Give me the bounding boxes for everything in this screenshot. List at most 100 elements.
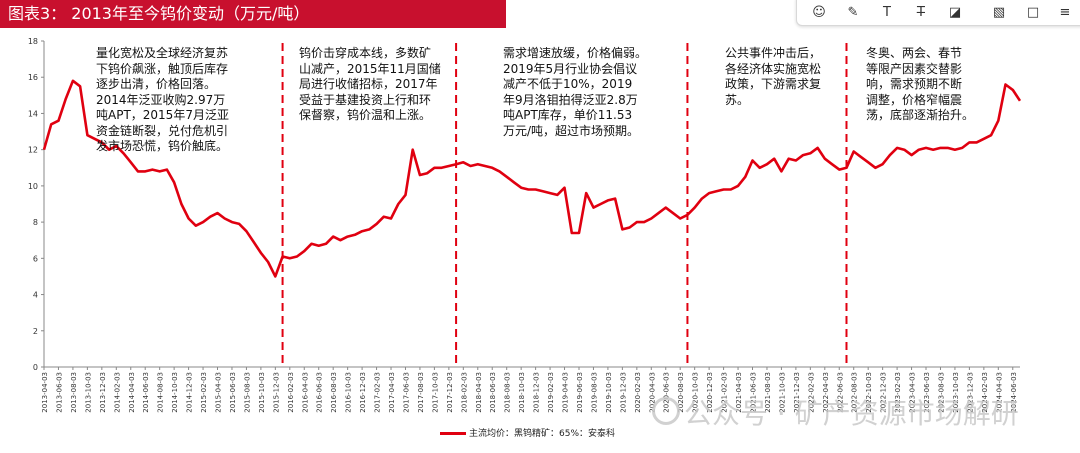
comment-tool-icon[interactable]: ☺	[812, 5, 826, 20]
x-tick-label: 2013-10-03	[84, 372, 92, 413]
eraser-tool-icon[interactable]: ▧	[992, 5, 1006, 20]
annotation-phase-2: 钨价击穿成本线，多数矿 山减产，2015年11月国储 局进行收储招标，2017年 受益…	[299, 46, 441, 124]
x-tick-label: 2016-10-03	[345, 372, 353, 413]
x-tick-label: 2018-12-03	[533, 372, 541, 413]
x-tick-label: 2024-06-03	[1010, 372, 1018, 413]
pen-tool-icon[interactable]: ✎	[847, 5, 859, 20]
x-tick-label: 2020-02-03	[634, 372, 642, 413]
x-tick-label: 2015-12-03	[272, 372, 280, 413]
x-tick-label: 2023-10-03	[952, 372, 960, 413]
x-tick-label: 2017-12-03	[446, 372, 454, 413]
annotation-line: 钨价击穿成本线，多数矿	[299, 46, 432, 60]
annotation-line: 年9月洛钼拍得泛亚2.8万	[503, 92, 638, 107]
annotation-line: 各经济体实施宽松	[725, 61, 822, 76]
chart-legend: 主流均价：黑钨精矿：65%：安泰科	[440, 426, 615, 440]
x-tick-label: 2019-06-03	[576, 372, 584, 413]
x-tick-label: 2022-12-03	[880, 372, 888, 413]
x-tick-label: 2018-02-03	[460, 372, 468, 413]
x-tick-label: 2023-04-03	[909, 372, 917, 413]
y-tick-label: 14	[28, 109, 38, 118]
x-tick-label: 2018-06-03	[489, 372, 497, 413]
annotation-line: 保督察，钨价温和上涨。	[299, 108, 432, 122]
x-tick-label: 2018-08-03	[504, 372, 512, 413]
x-tick-label: 2016-02-03	[287, 372, 295, 413]
x-tick-label: 2014-02-03	[113, 372, 121, 413]
annotation-line: 响，需求预期不断	[866, 77, 963, 91]
x-tick-label: 2023-02-03	[894, 372, 902, 413]
y-tick-label: 12	[28, 146, 38, 155]
y-tick-label: 8	[33, 218, 38, 227]
x-tick-label: 2021-12-03	[793, 372, 801, 413]
x-tick-label: 2015-04-03	[215, 372, 223, 413]
x-tick-label: 2014-12-03	[186, 372, 194, 413]
x-tick-label: 2022-10-03	[865, 372, 873, 413]
annotation-line: 冬奥、两会、春节	[866, 46, 963, 60]
annotation-line: 减产不低于10%，2019	[503, 77, 633, 91]
watermark-text: 公众号 · 矿产资源市场解研	[684, 397, 1019, 430]
x-tick-label: 2024-04-03	[995, 372, 1003, 413]
y-tick-label: 10	[28, 182, 38, 191]
annotation-phase-1: 量化宽松及全球经济复苏 下钨价飙涨，触顶后库存 逐步出清，价格回落。 2014年泛亚收…	[96, 46, 229, 155]
x-tick-label: 2016-08-03	[330, 372, 338, 413]
annotation-line: 2014年泛亚收购2.97万	[96, 92, 226, 107]
x-tick-label: 2020-08-03	[677, 372, 685, 413]
annotation-phase-3: 需求增速放缓，价格偏弱。 2019年5月行业协会倡议 减产不低于10%，2019 年9…	[503, 46, 647, 139]
annotation-line: 2019年5月行业协会倡议	[503, 61, 638, 76]
x-tick-label: 2019-04-03	[562, 372, 570, 413]
annotation-phase-5: 冬奥、两会、春节 等限产因素交替影 响，需求预期不断 调整，价格窄幅震 荡，底部逐渐抬升…	[866, 46, 974, 124]
x-tick-label: 2019-12-03	[619, 372, 627, 413]
y-tick-label: 0	[33, 363, 38, 372]
watermark: 公众号 · 矿产资源市场解研	[652, 392, 1019, 432]
y-tick-label: 2	[33, 327, 38, 336]
x-tick-label: 2020-10-03	[692, 372, 700, 413]
x-tick-label: 2021-06-03	[750, 372, 758, 413]
x-tick-label: 2016-12-03	[359, 372, 367, 413]
legend-swatch	[440, 432, 466, 435]
annotation-line: 量化宽松及全球经济复苏	[96, 46, 229, 60]
annotation-line: 荡，底部逐渐抬升。	[866, 108, 975, 122]
x-tick-label: 2021-02-03	[721, 372, 729, 413]
strikethrough-tool-icon[interactable]: T̶	[917, 5, 925, 20]
x-tick-label: 2014-10-03	[171, 372, 179, 413]
x-tick-label: 2022-02-03	[807, 372, 815, 413]
annotation-line: 万元/吨，超过市场预期。	[503, 123, 640, 138]
x-tick-label: 2013-04-03	[41, 372, 49, 413]
annotation-toolbar: ☺ ✎ T T̶ ◪ ▧ □ ≡	[796, 0, 1080, 26]
x-tick-label: 2017-02-03	[374, 372, 382, 413]
x-tick-label: 2015-10-03	[258, 372, 266, 413]
x-tick-label: 2021-08-03	[764, 372, 772, 413]
x-tick-label: 2019-08-03	[590, 372, 598, 413]
y-tick-label: 18	[28, 37, 38, 46]
x-tick-label: 2017-04-03	[388, 372, 396, 413]
wechat-logo-icon	[652, 397, 680, 425]
legend-label: 主流均价：黑钨精矿：65%：安泰科	[469, 429, 616, 439]
x-tick-label: 2023-08-03	[937, 372, 945, 413]
x-tick-label: 2017-08-03	[417, 372, 425, 413]
box-tool-icon[interactable]: □	[1026, 5, 1040, 20]
annotation-line: 需求增速放缓，价格偏弱。	[503, 46, 648, 60]
x-tick-label: 2017-10-03	[431, 372, 439, 413]
annotation-line: 等限产因素交替影	[866, 61, 963, 76]
x-tick-label: 2015-02-03	[200, 372, 208, 413]
text-tool-icon[interactable]: T	[883, 5, 891, 20]
x-tick-label: 2014-06-03	[142, 372, 150, 413]
x-tick-label: 2013-06-03	[55, 372, 63, 413]
figure-title: 图表3： 2013年至今钨价变动（万元/吨）	[0, 0, 506, 28]
x-tick-label: 2020-04-03	[648, 372, 656, 413]
annotation-line: 发市场恐慌，钨价触底。	[96, 139, 229, 153]
more-tool-icon[interactable]: ≡	[1059, 5, 1071, 20]
y-tick-label: 16	[28, 73, 38, 82]
x-tick-label: 2018-04-03	[475, 372, 483, 413]
annotation-line: 吨APT，2015年7月泛亚	[96, 108, 229, 122]
x-tick-label: 2020-06-03	[663, 372, 671, 413]
x-tick-label: 2022-06-03	[836, 372, 844, 413]
price-series-line	[42, 79, 1022, 278]
x-tick-label: 2013-08-03	[70, 372, 78, 413]
highlight-tool-icon[interactable]: ◪	[948, 5, 962, 20]
annotation-line: 公共事件冲击后，	[725, 46, 822, 60]
annotation-line: 山减产，2015年11月国储	[299, 61, 441, 76]
annotation-line: 苏。	[725, 92, 750, 107]
x-tick-label: 2020-12-03	[706, 372, 714, 413]
x-tick-label: 2019-10-03	[605, 372, 613, 413]
annotation-line: 调整，价格窄幅震	[866, 92, 963, 107]
